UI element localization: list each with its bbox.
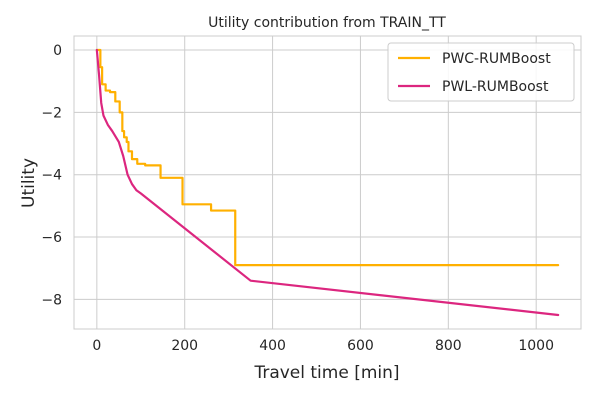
y-tick-label: 0 bbox=[53, 43, 62, 59]
chart-title: Utility contribution from TRAIN_TT bbox=[208, 15, 446, 31]
series-line-pwl bbox=[95, 48, 560, 317]
y-tick-labels: 0 −2 −4 −6 −8 bbox=[41, 43, 62, 308]
x-axis-title: Travel time [min] bbox=[253, 363, 399, 383]
x-tick-label: 800 bbox=[435, 338, 462, 354]
x-tick-label: 200 bbox=[171, 338, 198, 354]
y-tick-label: −2 bbox=[41, 105, 62, 121]
series-line-pwc bbox=[95, 48, 560, 267]
plot-frame bbox=[73, 35, 582, 330]
series-layer bbox=[95, 48, 560, 317]
x-tick-label: 1000 bbox=[518, 338, 554, 354]
x-tick-label: 400 bbox=[259, 338, 286, 354]
y-axis-title: Utility bbox=[19, 158, 39, 208]
legend: PWC-RUMBoost PWL-RUMBoost bbox=[387, 42, 575, 102]
x-tick-labels: 0 200 400 600 800 1000 bbox=[92, 338, 554, 354]
legend-label-pwl: PWL-RUMBoost bbox=[442, 79, 549, 95]
x-tick-label: 0 bbox=[92, 338, 101, 354]
y-tick-label: −4 bbox=[41, 168, 62, 184]
y-tick-label: −6 bbox=[41, 230, 62, 246]
y-tick-label: −8 bbox=[41, 292, 62, 308]
x-tick-label: 600 bbox=[347, 338, 374, 354]
legend-box bbox=[387, 42, 575, 102]
legend-label-pwc: PWC-RUMBoost bbox=[442, 51, 551, 67]
